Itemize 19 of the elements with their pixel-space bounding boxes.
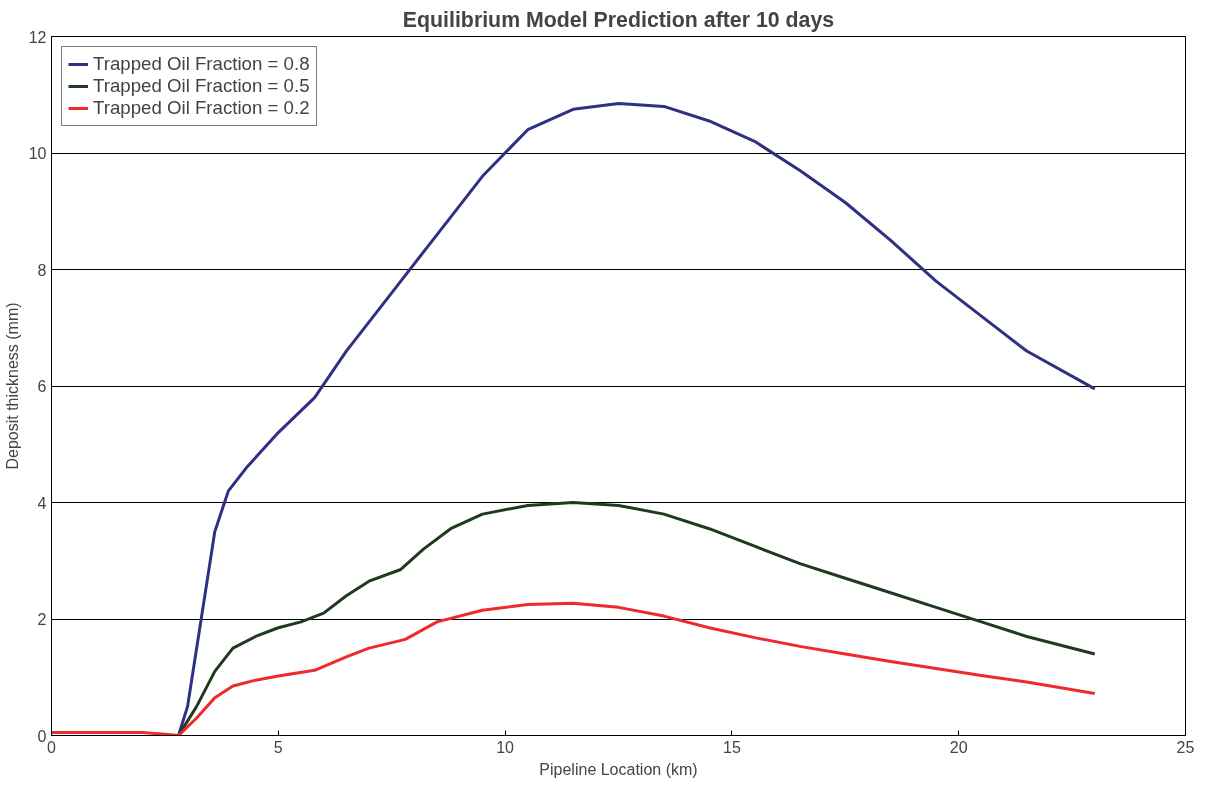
y-tick-label: 6: [37, 378, 47, 395]
x-axis-title: Pipeline Location (km): [539, 760, 698, 778]
x-tick-label: 20: [949, 738, 968, 756]
x-tick-label: 15: [723, 738, 741, 756]
x-tick-label: 25: [1176, 738, 1195, 756]
y-tick-label: 8: [37, 261, 47, 279]
y-axis-title: Deposit thickness (mm): [3, 302, 21, 470]
legend-label: Trapped Oil Fraction = 0.2: [93, 97, 310, 119]
line-series: [51, 601, 1097, 736]
x-tick-label: 10: [496, 738, 515, 756]
legend-label: Trapped Oil Fraction = 0.5: [93, 75, 310, 97]
legend-label: Trapped Oil Fraction = 0.8: [93, 53, 310, 75]
y-tick-label: 0: [37, 727, 47, 745]
y-tick-label: 4: [37, 494, 47, 512]
y-tick-label: 2: [37, 611, 47, 628]
chart-title: Equilibrium Model Prediction after 10 days: [402, 7, 835, 32]
x-tick-label: 5: [273, 738, 283, 756]
y-tick-label: 10: [28, 145, 47, 162]
y-tick-label: 12: [28, 28, 47, 46]
